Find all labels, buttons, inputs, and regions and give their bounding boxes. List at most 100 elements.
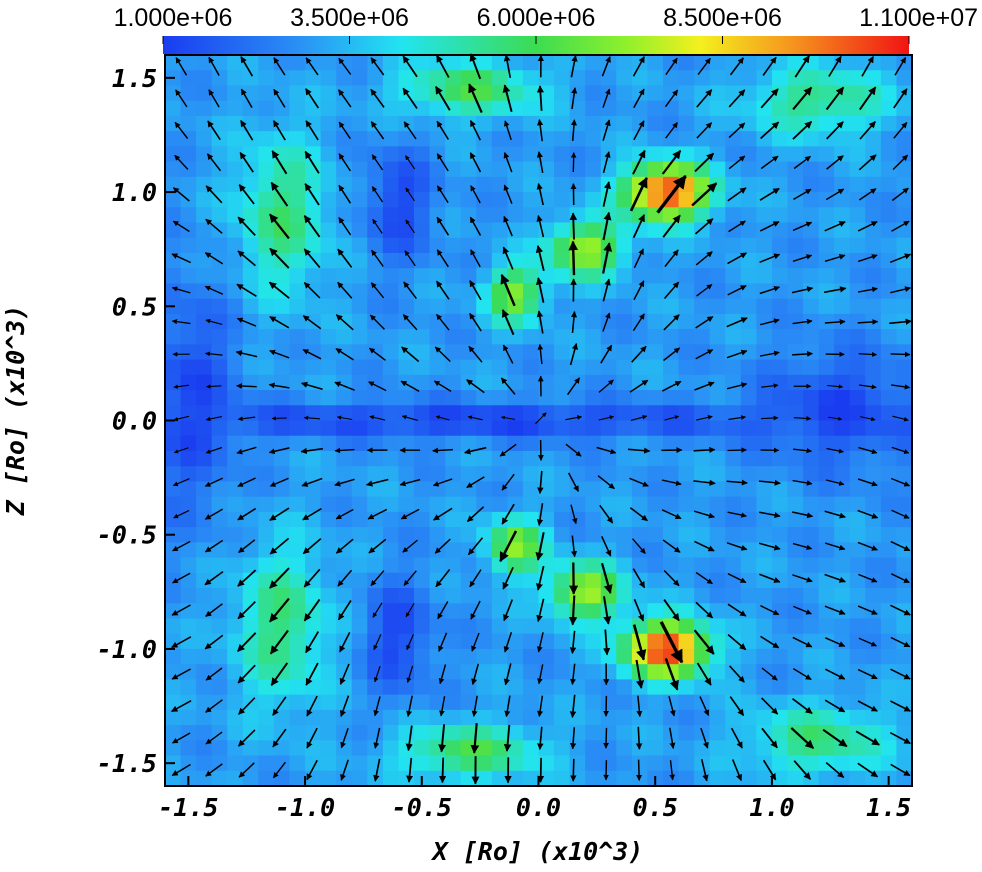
heatmap-cell [351,131,368,147]
heatmap-cell [196,100,213,117]
heatmap-cell [320,359,337,376]
heatmap-cell [445,207,462,224]
velocity-arrow [238,762,255,778]
velocity-arrow [759,221,780,232]
heatmap-cell [880,283,898,300]
velocity-arrow [536,632,544,653]
heatmap-cell [849,131,866,147]
heatmap-cell [678,466,695,483]
heatmap-cell [554,237,571,254]
heatmap-cell [289,557,306,574]
heatmap-cell [600,633,617,650]
heatmap-cell [585,420,602,437]
heatmap-cell [227,237,244,254]
velocity-arrow [269,629,289,655]
heatmap-cell [709,176,726,193]
velocity-arrow [890,636,911,648]
velocity-arrow [271,150,288,175]
heatmap-cell [725,633,742,650]
heatmap-cell [569,222,586,239]
heatmap-cell [414,55,431,71]
heatmap-cell [320,664,337,680]
heatmap-cell [476,770,493,787]
heatmap-cell [460,298,477,315]
heatmap-cell [787,709,804,726]
heatmap-cell [336,298,353,315]
heatmap-cell [771,161,789,178]
heatmap-cell [647,557,664,574]
velocity-arrow [857,509,879,519]
heatmap-cell [709,450,726,467]
heatmap-cell [585,252,602,269]
heatmap-cell [631,85,649,102]
heatmap-cell [818,450,835,467]
heatmap-cell [740,207,757,224]
velocity-arrow [175,89,188,108]
heatmap-cell [880,527,898,543]
heatmap-cell [522,450,540,467]
heatmap-cell [849,344,866,361]
heatmap-cell [740,100,757,117]
heatmap-cell [771,298,789,315]
heatmap-cell [740,161,757,178]
heatmap-cell [305,618,322,635]
velocity-arrow [402,87,418,109]
heatmap-cell [382,740,400,757]
heatmap-cell [663,55,680,71]
heatmap-cell [865,298,882,315]
velocity-arrow [827,384,844,389]
heatmap-cell [476,344,493,361]
heatmap-cell [242,511,259,528]
heatmap-cell [756,70,773,87]
heatmap-cell [803,115,820,132]
heatmap-cell [585,694,602,711]
heatmap-cell [273,572,291,589]
velocity-arrow [693,446,716,453]
heatmap-cell [476,192,493,208]
heatmap-cell [429,755,446,772]
heatmap-cell [398,755,415,772]
heatmap-cell [616,344,633,361]
heatmap-cell [849,85,866,102]
velocity-arrow [857,541,878,551]
velocity-arrow [501,309,515,336]
heatmap-cell [834,557,851,574]
heatmap-cell [803,298,820,315]
heatmap-cell [787,527,804,543]
heatmap-cell [647,709,664,726]
heatmap-cell [227,527,244,543]
heatmap-cell [242,70,259,87]
x-tick-label: 0.0 [516,793,561,822]
heatmap-cell [165,283,182,300]
velocity-arrow [759,511,781,519]
heatmap-cell [787,85,804,102]
heatmap-cell [663,390,680,406]
heatmap-cell [429,207,446,224]
heatmap-cell [725,329,742,345]
heatmap-cell [569,70,586,87]
heatmap-cell [538,161,555,178]
heatmap-cell [382,207,400,224]
heatmap-cell [382,755,400,772]
heatmap-cell [382,466,400,483]
x-tick-label: 1.5 [866,793,911,822]
velocity-arrow [503,54,512,79]
heatmap-cell [522,374,540,391]
velocity-arrow [889,253,912,264]
heatmap-cell [258,466,275,483]
heatmap-cell [211,633,228,650]
velocity-arrow [665,122,678,139]
heatmap-cell [305,496,322,513]
heatmap-cell [740,85,757,102]
heatmap-cell [429,709,446,726]
heatmap-cell [616,298,633,315]
heatmap-cell [196,588,213,604]
heatmap-cell [460,161,477,178]
velocity-arrow [859,121,876,140]
heatmap-cell [273,725,291,741]
heatmap-cell [180,100,197,117]
heatmap-cell [569,588,586,604]
x-tick-label: -1.0 [275,793,335,822]
heatmap-cell [258,55,275,71]
heatmap-cell [834,298,851,315]
